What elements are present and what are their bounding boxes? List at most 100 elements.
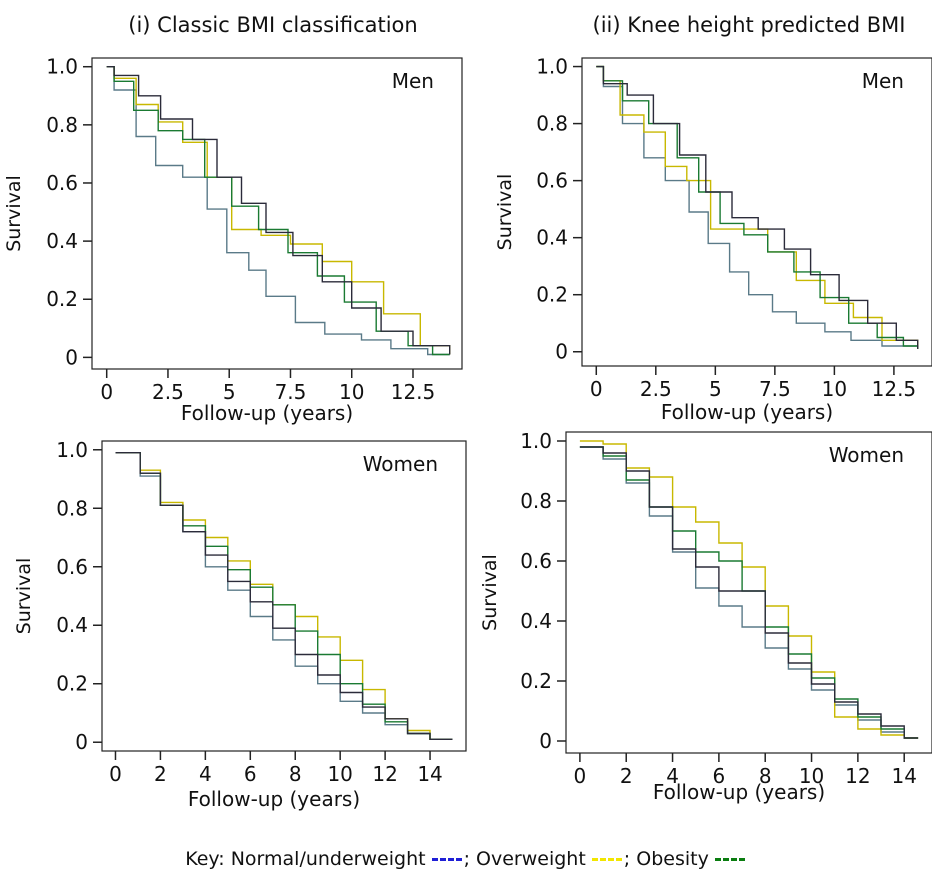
x-tick-label: 2 [620, 764, 633, 788]
x-tick-label: 10 [822, 377, 847, 401]
x-tick-label: 5 [223, 380, 236, 404]
survival-curve-4 [596, 65, 919, 349]
x-tick-label: 5 [709, 377, 722, 401]
survival-curve-1 [115, 452, 453, 740]
x-tick-label: 4 [666, 764, 679, 788]
x-tick-label: 0 [590, 377, 603, 401]
panel-label: Women [363, 452, 438, 476]
x-tick-label: 8 [289, 762, 302, 786]
legend: Key: Normal/underweight; Overweight; Obe… [0, 848, 932, 870]
x-tick-label: 14 [891, 764, 916, 788]
legend-item-obesity: Obesity [636, 848, 747, 870]
survival-curve-2 [596, 65, 919, 349]
legend-prefix: Key: [185, 848, 225, 870]
panel-knee-men: 0 0.2 0.4 0.6 0.8 1.0 0 2.5 5 7.5 10 12.5 Follow-up … [494, 55, 932, 424]
x-tick-label: 2.5 [640, 377, 672, 401]
survival-curve-2 [579, 440, 919, 739]
y-tick-label: 0.6 [536, 169, 568, 193]
panel-knee-women: 0 0.2 0.4 0.6 0.8 1.0 0 2 4 6 8 10 12 14 Follow-up (ye… [479, 429, 932, 804]
x-tick-label: 12.5 [391, 380, 436, 404]
y-tick-label: 0 [539, 729, 552, 753]
x-tick-label: 0 [100, 380, 113, 404]
survival-curve-1 [106, 66, 450, 356]
legend-swatch-obesity [714, 858, 745, 861]
y-tick-label: 0.4 [520, 609, 552, 633]
panel-label: Women [829, 443, 904, 467]
x-tick-label: 2.5 [152, 380, 184, 404]
column-title-knee-height: (ii) Knee height predicted BMI [593, 13, 906, 37]
y-axis-title: Survival [13, 558, 35, 635]
y-tick-label: 0.4 [536, 226, 568, 250]
survival-curve-4 [115, 452, 453, 740]
x-tick-label: 4 [199, 762, 212, 786]
legend-sep-overweight: ; [623, 848, 631, 870]
survival-curve-1 [579, 446, 919, 739]
x-tick-label: 0 [109, 762, 122, 786]
x-axis-title: Follow-up (years) [188, 787, 360, 811]
survival-curve-3 [579, 446, 919, 739]
x-tick-label: 0 [574, 764, 587, 788]
x-tick-label: 7.5 [759, 377, 791, 401]
plot-frame-knee-men [581, 57, 932, 367]
y-tick-label: 1.0 [536, 55, 568, 79]
y-tick-label: 1.0 [520, 429, 552, 453]
survival-curve-3 [106, 66, 450, 356]
survival-curve-4 [579, 446, 919, 739]
y-axis-title: Survival [479, 554, 501, 631]
y-tick-label: 0 [65, 345, 78, 369]
legend-swatch-overweight [591, 858, 622, 861]
y-tick-label: 0.6 [56, 555, 88, 579]
y-tick-label: 0.4 [46, 229, 78, 253]
x-tick-label: 7.5 [275, 380, 307, 404]
x-tick-label: 12 [845, 764, 870, 788]
y-tick-label: 0.2 [520, 669, 552, 693]
y-tick-label: 0.4 [56, 613, 88, 637]
y-tick-label: 1.0 [46, 55, 78, 79]
x-tick-label: 6 [713, 764, 726, 788]
panel-classic-men: 0 0.2 0.4 0.6 0.8 1.0 0 2.5 5 7.5 10 12.5 Follow-up … [3, 55, 463, 425]
y-tick-label: 0.2 [56, 672, 88, 696]
y-tick-label: 1.0 [56, 438, 88, 462]
x-tick-label: 14 [417, 762, 442, 786]
survival-curve-3 [596, 65, 919, 349]
x-tick-label: 10 [799, 764, 824, 788]
y-tick-label: 0 [75, 730, 88, 754]
x-axis-title: Follow-up (years) [181, 401, 353, 425]
legend-label-obesity: Obesity [636, 848, 709, 870]
x-tick-label: 10 [327, 762, 352, 786]
column-title-classic: (i) Classic BMI classification [128, 13, 417, 37]
legend-label-overweight: Overweight [476, 848, 586, 870]
plot-frame-classic-men [91, 57, 463, 370]
legend-label-normal: Normal/underweight [230, 848, 426, 870]
legend-sep-normal: ; [463, 848, 470, 870]
y-tick-label: 0.8 [536, 112, 568, 136]
survival-curve-4 [106, 66, 451, 355]
x-axis-title: Follow-up (years) [661, 400, 833, 424]
y-tick-label: 0.6 [520, 549, 552, 573]
y-tick-label: 0.8 [56, 496, 88, 520]
panel-classic-women: 0 0.2 0.4 0.6 0.8 1.0 0 2 4 6 8 10 12 14 Follow-up (ye… [13, 438, 467, 811]
x-tick-label: 8 [759, 764, 772, 788]
y-tick-label: 0.8 [520, 489, 552, 513]
panel-label: Men [392, 69, 434, 93]
y-axis-title: Survival [494, 174, 516, 251]
survival-curve-1 [596, 65, 919, 349]
survival-curve-2 [115, 452, 453, 740]
x-axis-title: Follow-up (years) [653, 780, 825, 804]
legend-item-overweight: Overweight; [476, 848, 630, 870]
y-tick-label: 0.6 [46, 171, 78, 195]
panel-label: Men [862, 69, 904, 93]
x-tick-label: 10 [339, 380, 364, 404]
y-tick-label: 0.8 [46, 113, 78, 137]
x-tick-label: 12 [372, 762, 397, 786]
plot-frame-classic-women [101, 440, 467, 752]
y-tick-label: 0.2 [536, 283, 568, 307]
y-tick-label: 0 [555, 340, 568, 364]
plot-frame-knee-women [565, 431, 932, 754]
y-axis-title: Survival [3, 175, 25, 252]
survival-curve-3 [115, 452, 453, 740]
x-tick-label: 2 [154, 762, 167, 786]
survival-figure: (i) Classic BMI classification (ii) Knee… [3, 13, 932, 811]
legend-item-normal: Normal/underweight; [231, 848, 470, 870]
x-tick-label: 6 [244, 762, 257, 786]
